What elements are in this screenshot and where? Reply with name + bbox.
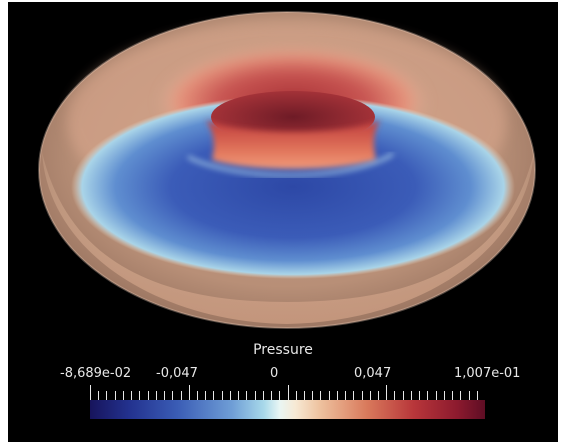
colorbar-label-zero: 0 bbox=[270, 366, 279, 381]
torus-pressure-render bbox=[38, 11, 536, 329]
inner-wall bbox=[206, 120, 380, 169]
colorbar-label-max: 1,007e-01 bbox=[454, 366, 521, 381]
colorbar-label-pos: 0,047 bbox=[354, 366, 392, 381]
inner-hole bbox=[211, 91, 375, 143]
colorbar-ticks bbox=[90, 385, 478, 400]
colorbar-label-neg: -0,047 bbox=[156, 366, 198, 381]
colorbar bbox=[90, 400, 485, 419]
colorbar-title: Pressure bbox=[253, 342, 313, 358]
colorbar-label-min: -8,689e-02 bbox=[60, 366, 132, 381]
render-viewport[interactable]: Pressure -8,689e-02 -0,047 0 0,047 1,007… bbox=[8, 2, 558, 442]
blue-pressure-region bbox=[71, 95, 515, 279]
